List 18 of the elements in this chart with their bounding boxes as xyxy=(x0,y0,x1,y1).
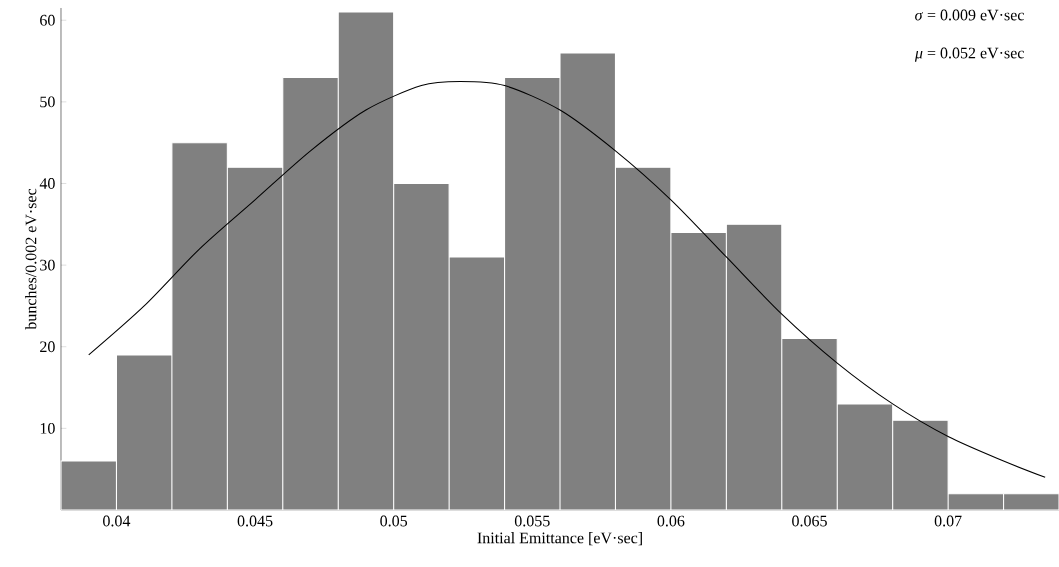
x-tick-label: 0.05 xyxy=(380,515,408,527)
y-tick-label: 50 xyxy=(40,96,55,108)
x-tick-label: 0.065 xyxy=(792,515,827,527)
y-tick-label: 10 xyxy=(40,422,55,434)
y-axis-title: bunches/0.002 eV·sec xyxy=(25,188,37,330)
y-tick-label: 60 xyxy=(40,14,55,26)
y-tick-label: 40 xyxy=(39,178,55,189)
x-tick-label: 0.07 xyxy=(934,515,962,527)
x-tick-label: 0.055 xyxy=(514,515,550,527)
annotation: σ = 0.009 eV·sec xyxy=(915,9,1024,21)
annotation: μ = 0.052 eV·sec xyxy=(914,47,1024,62)
x-tick-label: 0.045 xyxy=(237,515,273,527)
y-tick-label: 30 xyxy=(40,259,55,271)
line-series xyxy=(88,80,1046,478)
x-tick-label: 0.04 xyxy=(103,515,131,527)
x-tick-label: 0.06 xyxy=(657,515,685,527)
x-axis-title: Initial Emittance [eV·sec] xyxy=(477,532,642,546)
y-tick-label: 20 xyxy=(40,341,55,353)
